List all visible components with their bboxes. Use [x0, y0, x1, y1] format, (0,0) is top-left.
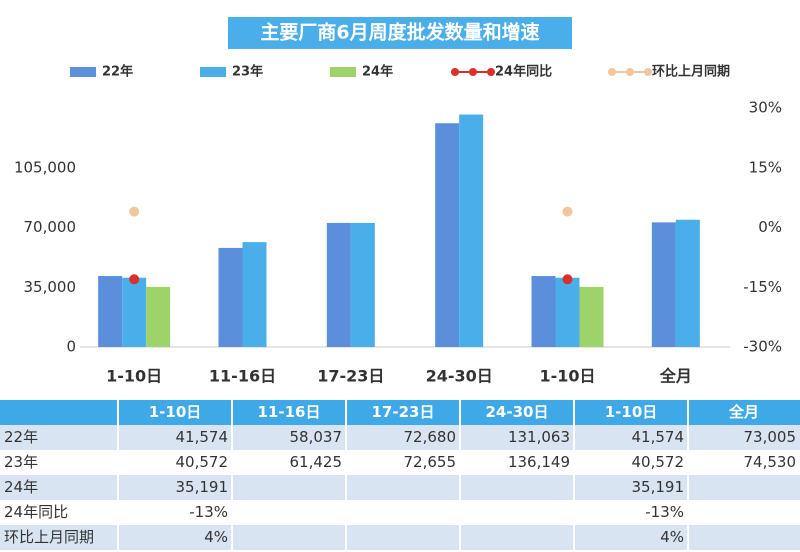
table-cell: 35,191: [632, 478, 685, 496]
y-tick-label: 35,000: [24, 278, 77, 296]
y2-tick-label: 15%: [749, 158, 782, 176]
table-header: 1-10日: [605, 403, 658, 421]
table-row-label: 23年: [4, 453, 38, 471]
table-cell: 72,680: [404, 428, 457, 446]
bar: [579, 286, 604, 347]
x-tick-label: 1-10日: [539, 367, 595, 386]
table-row-label: 24年: [4, 478, 38, 496]
bar: [146, 286, 171, 347]
legend-label: 23年: [232, 64, 263, 80]
x-tick-label: 全月: [659, 367, 692, 386]
table-row-bg: [0, 450, 800, 475]
table-cell: 41,574: [632, 428, 685, 446]
y-tick-label: 70,000: [24, 218, 77, 236]
bar: [218, 247, 243, 347]
point: [129, 206, 140, 217]
table-header: 全月: [728, 403, 759, 421]
bar: [326, 222, 351, 347]
x-tick-label: 1-10日: [106, 367, 162, 386]
table-cell: 40,572: [632, 453, 685, 471]
y2-tick-label: 0%: [758, 218, 782, 236]
legend-dot: [487, 68, 495, 76]
y-tick-label: 0: [66, 338, 76, 356]
table-cell: 72,655: [404, 453, 457, 471]
bar: [242, 242, 267, 347]
legend-label: 22年: [102, 64, 133, 80]
table-header: 24-30日: [486, 403, 549, 421]
table-cell: -13%: [189, 503, 228, 521]
table-row-bg: [0, 525, 800, 550]
table-cell: -13%: [645, 503, 684, 521]
legend-label: 24年: [362, 64, 393, 80]
x-tick-label: 24-30日: [426, 367, 493, 386]
title-box: [228, 17, 572, 49]
chart-title: 主要厂商6月周度批发数量和增速: [260, 21, 539, 44]
table-header: 17-23日: [372, 403, 435, 421]
legend-label: 24年同比: [495, 64, 552, 80]
bar: [98, 276, 123, 347]
table-cell: 61,425: [290, 453, 343, 471]
bar: [651, 222, 676, 347]
legend-swatch: [70, 67, 96, 77]
table-header: 11-16日: [258, 403, 321, 421]
legend-dot: [469, 68, 477, 76]
table-cell: 58,037: [290, 428, 343, 446]
bar: [435, 123, 460, 347]
table-cell: 35,191: [176, 478, 229, 496]
table-header: 1-10日: [149, 403, 202, 421]
bar: [122, 277, 147, 347]
x-tick-label: 11-16日: [209, 367, 276, 386]
legend-swatch: [200, 67, 226, 77]
table-row-bg: [0, 500, 800, 525]
table-row-label: 环比上月同期: [4, 528, 94, 546]
legend-dot: [626, 68, 634, 76]
table-row-bg: [0, 475, 800, 500]
table-cell: 73,005: [744, 428, 797, 446]
bar: [555, 277, 580, 347]
table-row-bg: [0, 425, 800, 450]
point: [129, 274, 140, 285]
table-header-bg: [0, 400, 800, 425]
table-cell: 41,574: [176, 428, 229, 446]
y2-tick-label: -30%: [743, 338, 782, 356]
y-tick-label: 105,000: [14, 158, 76, 176]
point: [562, 274, 573, 285]
table-cell: 40,572: [176, 453, 229, 471]
bar: [350, 222, 375, 347]
y2-tick-label: -15%: [743, 278, 782, 296]
table-cell: 4%: [204, 528, 228, 546]
y2-tick-label: 30%: [749, 99, 782, 117]
bar: [675, 219, 700, 347]
point: [562, 206, 573, 217]
table-cell: 136,149: [508, 453, 570, 471]
legend-swatch: [330, 67, 356, 77]
table-row-label: 24年同比: [4, 503, 68, 521]
table-row-label: 22年: [4, 428, 38, 446]
legend-label: 环比上月同期: [652, 64, 730, 80]
x-tick-label: 17-23日: [317, 367, 384, 386]
table-cell: 4%: [660, 528, 684, 546]
table-cell: 131,063: [508, 428, 570, 446]
bar: [531, 276, 556, 347]
legend-dot: [608, 68, 616, 76]
bar: [459, 114, 484, 347]
legend-dot: [644, 68, 652, 76]
table-cell: 74,530: [744, 453, 797, 471]
legend-dot: [451, 68, 459, 76]
